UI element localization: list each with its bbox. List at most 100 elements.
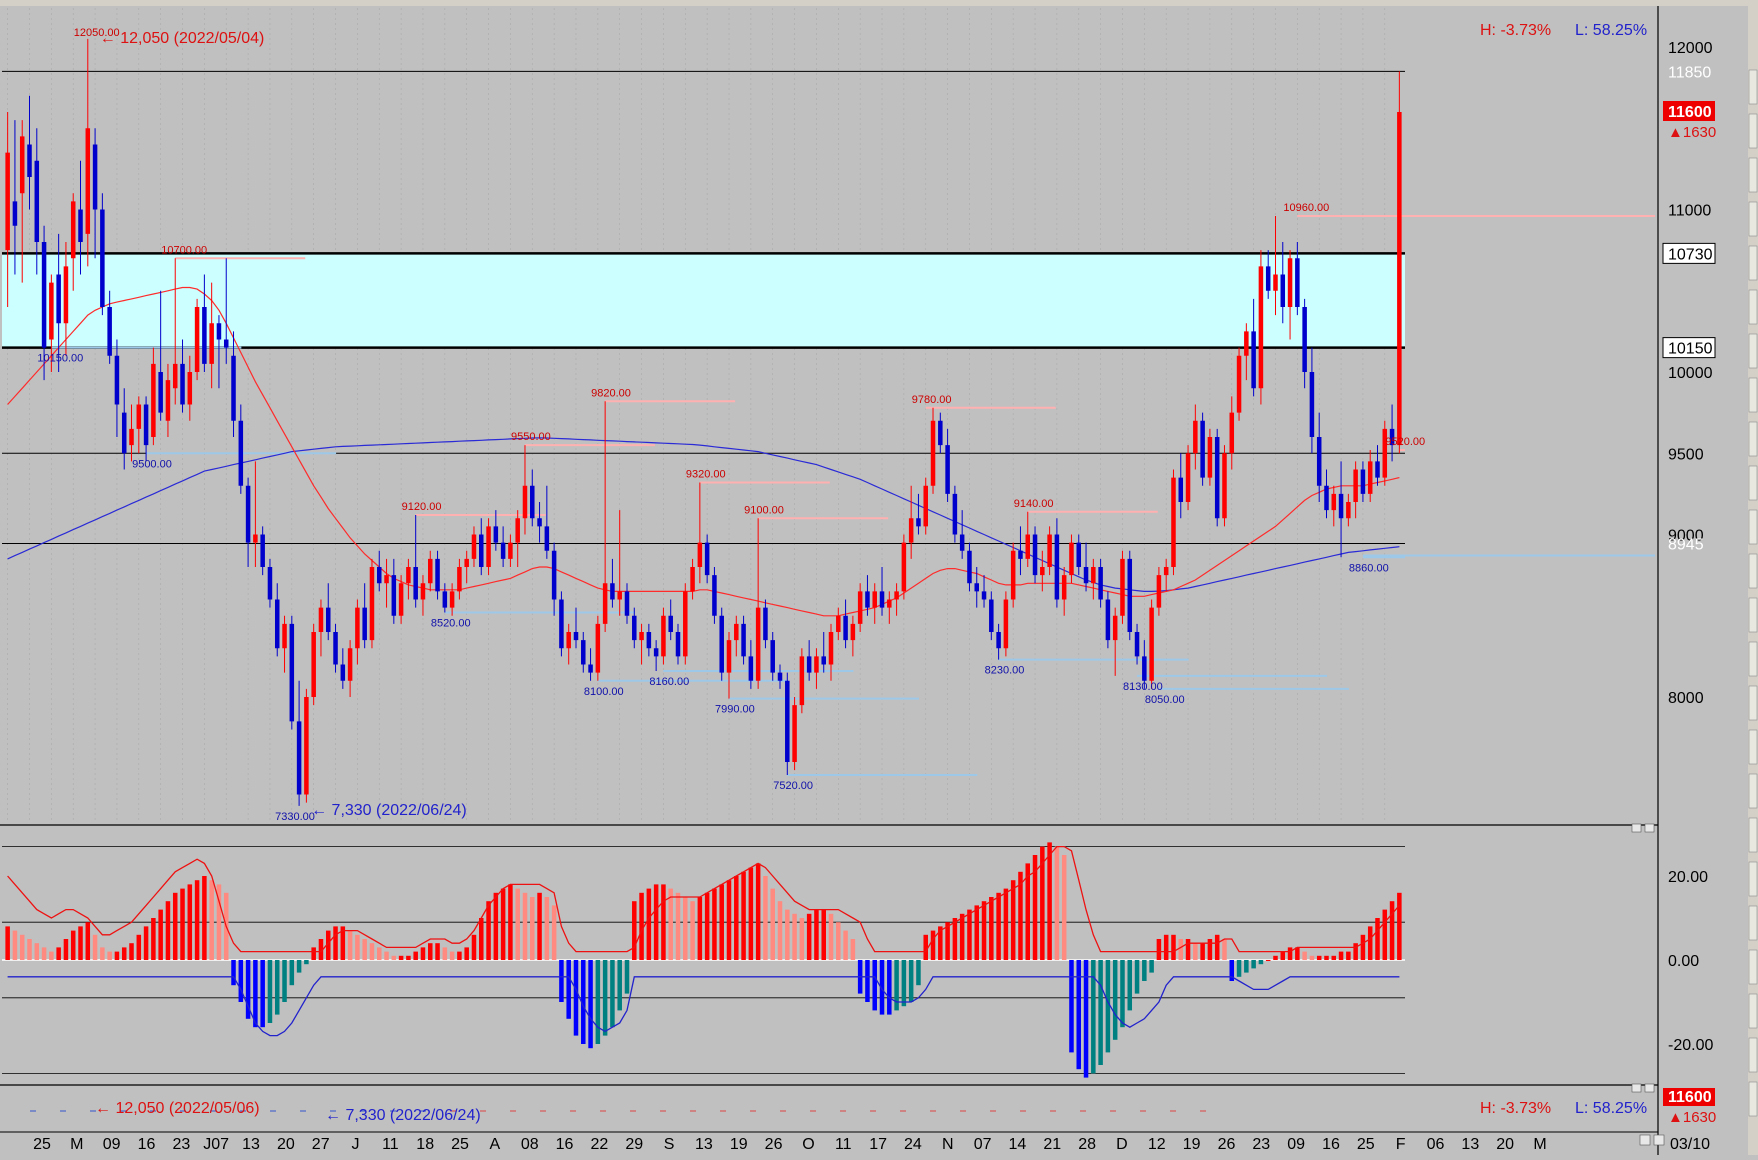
candle-body[interactable] [216,323,222,340]
candle-body[interactable] [1295,258,1300,307]
candle-body[interactable] [639,632,644,641]
candle-body[interactable] [653,648,659,657]
candle-body[interactable] [398,583,404,616]
candle-body[interactable] [245,485,251,543]
candle-body[interactable] [1375,461,1380,478]
scrollbar-cell[interactable] [1748,817,1758,853]
candle-body[interactable] [1134,632,1140,657]
candle-body[interactable] [544,526,550,551]
candle-body[interactable] [697,542,703,567]
candle-body[interactable] [158,372,163,413]
candle-body[interactable] [296,721,302,795]
candle-body[interactable] [202,307,207,364]
candle-body[interactable] [537,518,542,527]
candle-body[interactable] [1127,558,1133,632]
candle-body[interactable] [78,209,83,243]
candle-body[interactable] [1338,493,1344,519]
candle-body[interactable] [1316,437,1322,486]
candle-body[interactable] [63,266,69,324]
panel-minimize-button[interactable] [1631,1083,1642,1093]
candle-body[interactable] [253,534,258,543]
candle-body[interactable] [442,591,448,608]
candle-body[interactable] [981,591,987,600]
scrollbar-cell[interactable] [1748,113,1758,149]
scrollbar-cell[interactable] [1748,289,1758,325]
candle-body[interactable] [12,201,18,226]
candle-body[interactable] [384,575,389,584]
candle-body[interactable] [274,599,280,649]
candle-body[interactable] [1258,266,1264,389]
candle-body[interactable] [923,485,928,527]
candle-body[interactable] [814,656,819,673]
scrollbar-cell[interactable] [1748,421,1758,457]
candle-body[interactable] [588,664,593,673]
candle-body[interactable] [27,144,32,178]
candle-body[interactable] [1265,266,1271,291]
candle-body[interactable] [938,420,943,446]
scrollbar-cell[interactable] [1748,861,1758,897]
candle-body[interactable] [151,363,156,437]
candle-body[interactable] [325,607,331,632]
candle-body[interactable] [777,672,783,681]
candle-body[interactable] [741,623,746,657]
candle-body[interactable] [522,485,528,519]
candle-body[interactable] [1171,477,1176,567]
candle-body[interactable] [304,697,309,795]
scrollbar-cell[interactable] [1748,773,1758,809]
panel-maximize-button[interactable] [1644,1083,1655,1093]
candle-body[interactable] [887,599,892,608]
candle-body[interactable] [289,623,295,722]
candle-body[interactable] [908,518,914,543]
candle-body[interactable] [1207,437,1213,478]
candle-body[interactable] [1098,567,1103,600]
candle-body[interactable] [566,632,571,649]
candle-body[interactable] [602,583,608,624]
candle-body[interactable] [821,656,826,665]
candle-body[interactable] [1193,420,1198,454]
candle-body[interactable] [1032,534,1038,576]
candle-body[interactable] [5,152,10,251]
candle-body[interactable] [952,493,958,535]
candle-body[interactable] [916,518,921,527]
scrollbar-cell[interactable] [1748,69,1758,105]
candle-body[interactable] [1200,420,1205,478]
candle-body[interactable] [1222,453,1227,519]
candle-body[interactable] [1273,274,1278,291]
scroll-right-button[interactable] [1653,1134,1665,1146]
candle-body[interactable] [1309,372,1315,437]
scrollbar-cell[interactable] [1748,333,1758,369]
candle-body[interactable] [391,575,397,616]
candle-body[interactable] [180,363,185,405]
candle-body[interactable] [1214,437,1220,519]
candle-body[interactable] [267,567,273,600]
candle-body[interactable] [1251,331,1256,389]
scrollbar-cell[interactable] [1748,641,1758,677]
candle-body[interactable] [194,307,200,372]
candle-body[interactable] [209,323,214,364]
candle-body[interactable] [318,607,324,632]
candle-body[interactable] [1142,656,1147,681]
scrollbar-cell[interactable] [1748,905,1758,941]
candle-body[interactable] [231,355,236,421]
candle-body[interactable] [500,542,506,559]
candle-body[interactable] [362,607,367,641]
candle-body[interactable] [1367,461,1373,494]
candle-body[interactable] [1244,331,1249,356]
candle-body[interactable] [260,534,265,568]
candle-body[interactable] [1120,558,1125,616]
candle-body[interactable] [610,583,615,600]
candle-body[interactable] [719,615,724,673]
candle-body[interactable] [996,632,1001,649]
candle-body[interactable] [632,615,637,641]
candle-body[interactable] [493,526,499,543]
candle-body[interactable] [675,632,681,657]
candle-body[interactable] [857,591,863,624]
candle-body[interactable] [347,648,353,681]
candle-body[interactable] [413,567,418,600]
candle-body[interactable] [515,518,520,543]
candle-body[interactable] [1149,607,1154,681]
candle-body[interactable] [1185,453,1191,502]
candle-body[interactable] [989,599,994,633]
candle-body[interactable] [668,615,673,632]
scrollbar-cell[interactable] [1748,1081,1758,1117]
